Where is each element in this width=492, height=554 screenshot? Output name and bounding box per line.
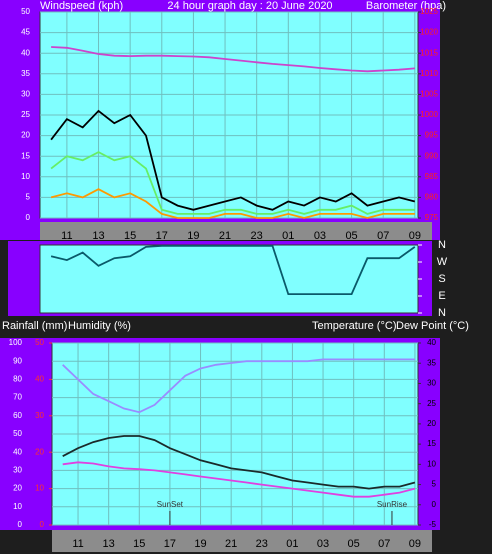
y2-tick-label: 30	[427, 379, 436, 388]
y2-tick-label: 1005	[420, 90, 438, 99]
y-tick-label: 80	[13, 375, 22, 384]
y2-tick-label: 1015	[420, 48, 438, 57]
x-tick-label: 23	[251, 230, 263, 242]
y2-tick-label: 10	[427, 459, 436, 468]
x-tick-label: 05	[345, 230, 357, 242]
x-tick-label: 09	[409, 538, 421, 550]
x-axis-strip	[52, 530, 432, 552]
x-tick-label: 03	[314, 230, 326, 242]
y2-label: Barometer (hpa)	[366, 0, 446, 12]
rain-tick-label: 40	[35, 375, 44, 384]
y-tick-label: 90	[13, 356, 22, 365]
series-line	[50, 188, 415, 219]
x-tick-label: 05	[348, 538, 360, 550]
y-tick-label: 10	[13, 502, 22, 511]
series-line	[62, 435, 416, 490]
rain-tick-label: 20	[35, 447, 44, 456]
rain-tick-label: 30	[35, 411, 44, 420]
y3-label: Dew Point (°C)	[396, 320, 469, 332]
y-tick-label: 0	[18, 520, 23, 529]
y-tick-label: 40	[21, 48, 30, 57]
x-tick-label: 17	[164, 538, 176, 550]
y2-tick-label: 25	[427, 399, 436, 408]
series-line	[51, 46, 415, 73]
x-tick-label: 13	[92, 230, 104, 242]
y-tick-label: N	[438, 307, 446, 319]
y2-tick-label: 0	[432, 500, 437, 509]
y2-tick-label: 1020	[420, 28, 438, 37]
x-tick-label: 03	[317, 538, 329, 550]
y-tick-label: 40	[13, 447, 22, 456]
x-axis-strip	[40, 222, 432, 240]
y-tick-label: 60	[13, 411, 22, 420]
y-tick-label: 50	[21, 7, 30, 16]
y-tick-label: 0	[26, 213, 31, 222]
x-tick-label: 17	[156, 230, 168, 242]
y-tick-label: 70	[13, 393, 22, 402]
y2-tick-label: -5	[429, 520, 437, 529]
y2-tick-label: 20	[427, 419, 436, 428]
x-tick-label: 21	[225, 538, 237, 550]
y-tick-label: 50	[13, 429, 22, 438]
x-tick-label: 07	[377, 230, 389, 242]
y-tick-label: E	[438, 290, 445, 302]
series-line	[50, 245, 416, 295]
x-tick-label: 07	[378, 538, 390, 550]
x-tick-label: 19	[194, 538, 206, 550]
x-tick-label: 01	[286, 538, 298, 550]
annotation: SunRise	[377, 500, 408, 509]
y-tick-label: 100	[9, 338, 23, 347]
y2-tick-label: 40	[427, 338, 436, 347]
plot-area	[39, 244, 419, 314]
y-tick-label: 35	[21, 69, 30, 78]
chart-title: 24 hour graph day : 20 June 2020	[167, 0, 332, 12]
y-tick-label: 30	[13, 466, 22, 475]
x-tick-label: 11	[72, 538, 83, 550]
y2-tick-label: 1025	[420, 7, 438, 16]
x-tick-label: 23	[256, 538, 268, 550]
rain-label: Rainfall (mm)	[2, 320, 67, 332]
annotation: SunSet	[157, 500, 184, 509]
y2-tick-label: 975	[425, 213, 439, 222]
x-tick-label: 15	[124, 230, 136, 242]
y-label: Windspeed (kph)	[40, 0, 123, 12]
series-line	[62, 461, 416, 498]
y2-tick-label: 980	[425, 193, 439, 202]
y2-tick-label: 1010	[420, 69, 438, 78]
y-tick-label: S	[438, 273, 445, 285]
y-tick-label: 20	[13, 484, 22, 493]
x-tick-label: 21	[219, 230, 231, 242]
y2-tick-label: 1000	[420, 110, 438, 119]
rain-tick-label: 50	[35, 338, 44, 347]
y-tick-label: 15	[21, 151, 30, 160]
y-tick-label: N	[438, 239, 446, 251]
x-tick-label: 13	[103, 538, 115, 550]
y2-tick-label: 990	[425, 151, 439, 160]
x-tick-label: 11	[61, 230, 72, 242]
y-tick-label: 30	[21, 90, 30, 99]
series-line	[50, 151, 415, 215]
y2-tick-label: 35	[427, 358, 436, 367]
y2-tick-label: 985	[425, 172, 439, 181]
x-tick-label: 01	[282, 230, 294, 242]
y-tick-label: W	[437, 256, 448, 268]
rain-tick-label: 10	[35, 484, 44, 493]
x-tick-label: 09	[409, 230, 421, 242]
y2-tick-label: 5	[432, 480, 437, 489]
rain-tick-label: 0	[40, 520, 45, 529]
y-tick-label: 25	[21, 110, 30, 119]
y-tick-label: 5	[26, 193, 31, 202]
y-tick-label: 45	[21, 28, 30, 37]
y-label: Humidity (%)	[68, 320, 131, 332]
x-tick-label: 15	[133, 538, 145, 550]
series-line	[50, 109, 416, 211]
y-tick-label: 20	[21, 131, 30, 140]
y2-label: Temperature (°C)	[312, 320, 396, 332]
y2-tick-label: 995	[425, 131, 439, 140]
y2-tick-label: 15	[427, 439, 436, 448]
y-tick-label: 10	[21, 172, 30, 181]
x-tick-label: 19	[187, 230, 199, 242]
series-line	[62, 358, 415, 414]
